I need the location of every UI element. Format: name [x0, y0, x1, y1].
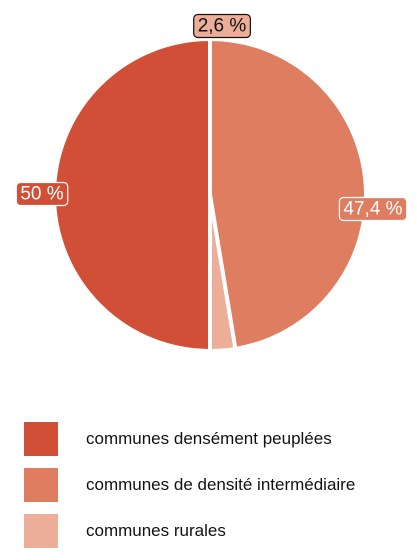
data-label: 2,6 % [193, 13, 251, 39]
legend-item: communes de densité intermédiaire [24, 468, 355, 502]
pie-chart: 50 % 47,4 % 2,6 % [15, 13, 408, 353]
data-label-box [193, 13, 251, 39]
legend-swatch [24, 468, 58, 502]
data-label-text: 50 % [20, 184, 63, 205]
legend-item: communes rurales [24, 514, 355, 548]
pie-slice [208, 37, 368, 351]
legend: communes densément peuplées communes de d… [24, 422, 355, 560]
pie-slices [52, 37, 368, 353]
pie-slice [52, 37, 212, 353]
legend-label: communes de densité intermédiaire [86, 475, 356, 494]
data-label: 47,4 % [338, 196, 408, 222]
legend-swatch [24, 514, 58, 548]
legend-item: communes densément peuplées [24, 422, 355, 456]
chart-stage: 50 % 47,4 % 2,6 % communes densément peupl… [15, 13, 408, 548]
data-label-text: 47,4 % [343, 199, 402, 220]
legend-label: communes rurales [86, 521, 226, 540]
pie-data-labels: 50 % 47,4 % 2,6 % [15, 13, 408, 222]
data-label-box [338, 196, 408, 222]
data-label: 50 % [15, 181, 69, 207]
legend-label: communes densément peuplées [86, 429, 332, 448]
data-label-text: 2,6 % [198, 16, 247, 37]
data-label-box [15, 181, 69, 207]
legend-swatch [24, 422, 58, 456]
